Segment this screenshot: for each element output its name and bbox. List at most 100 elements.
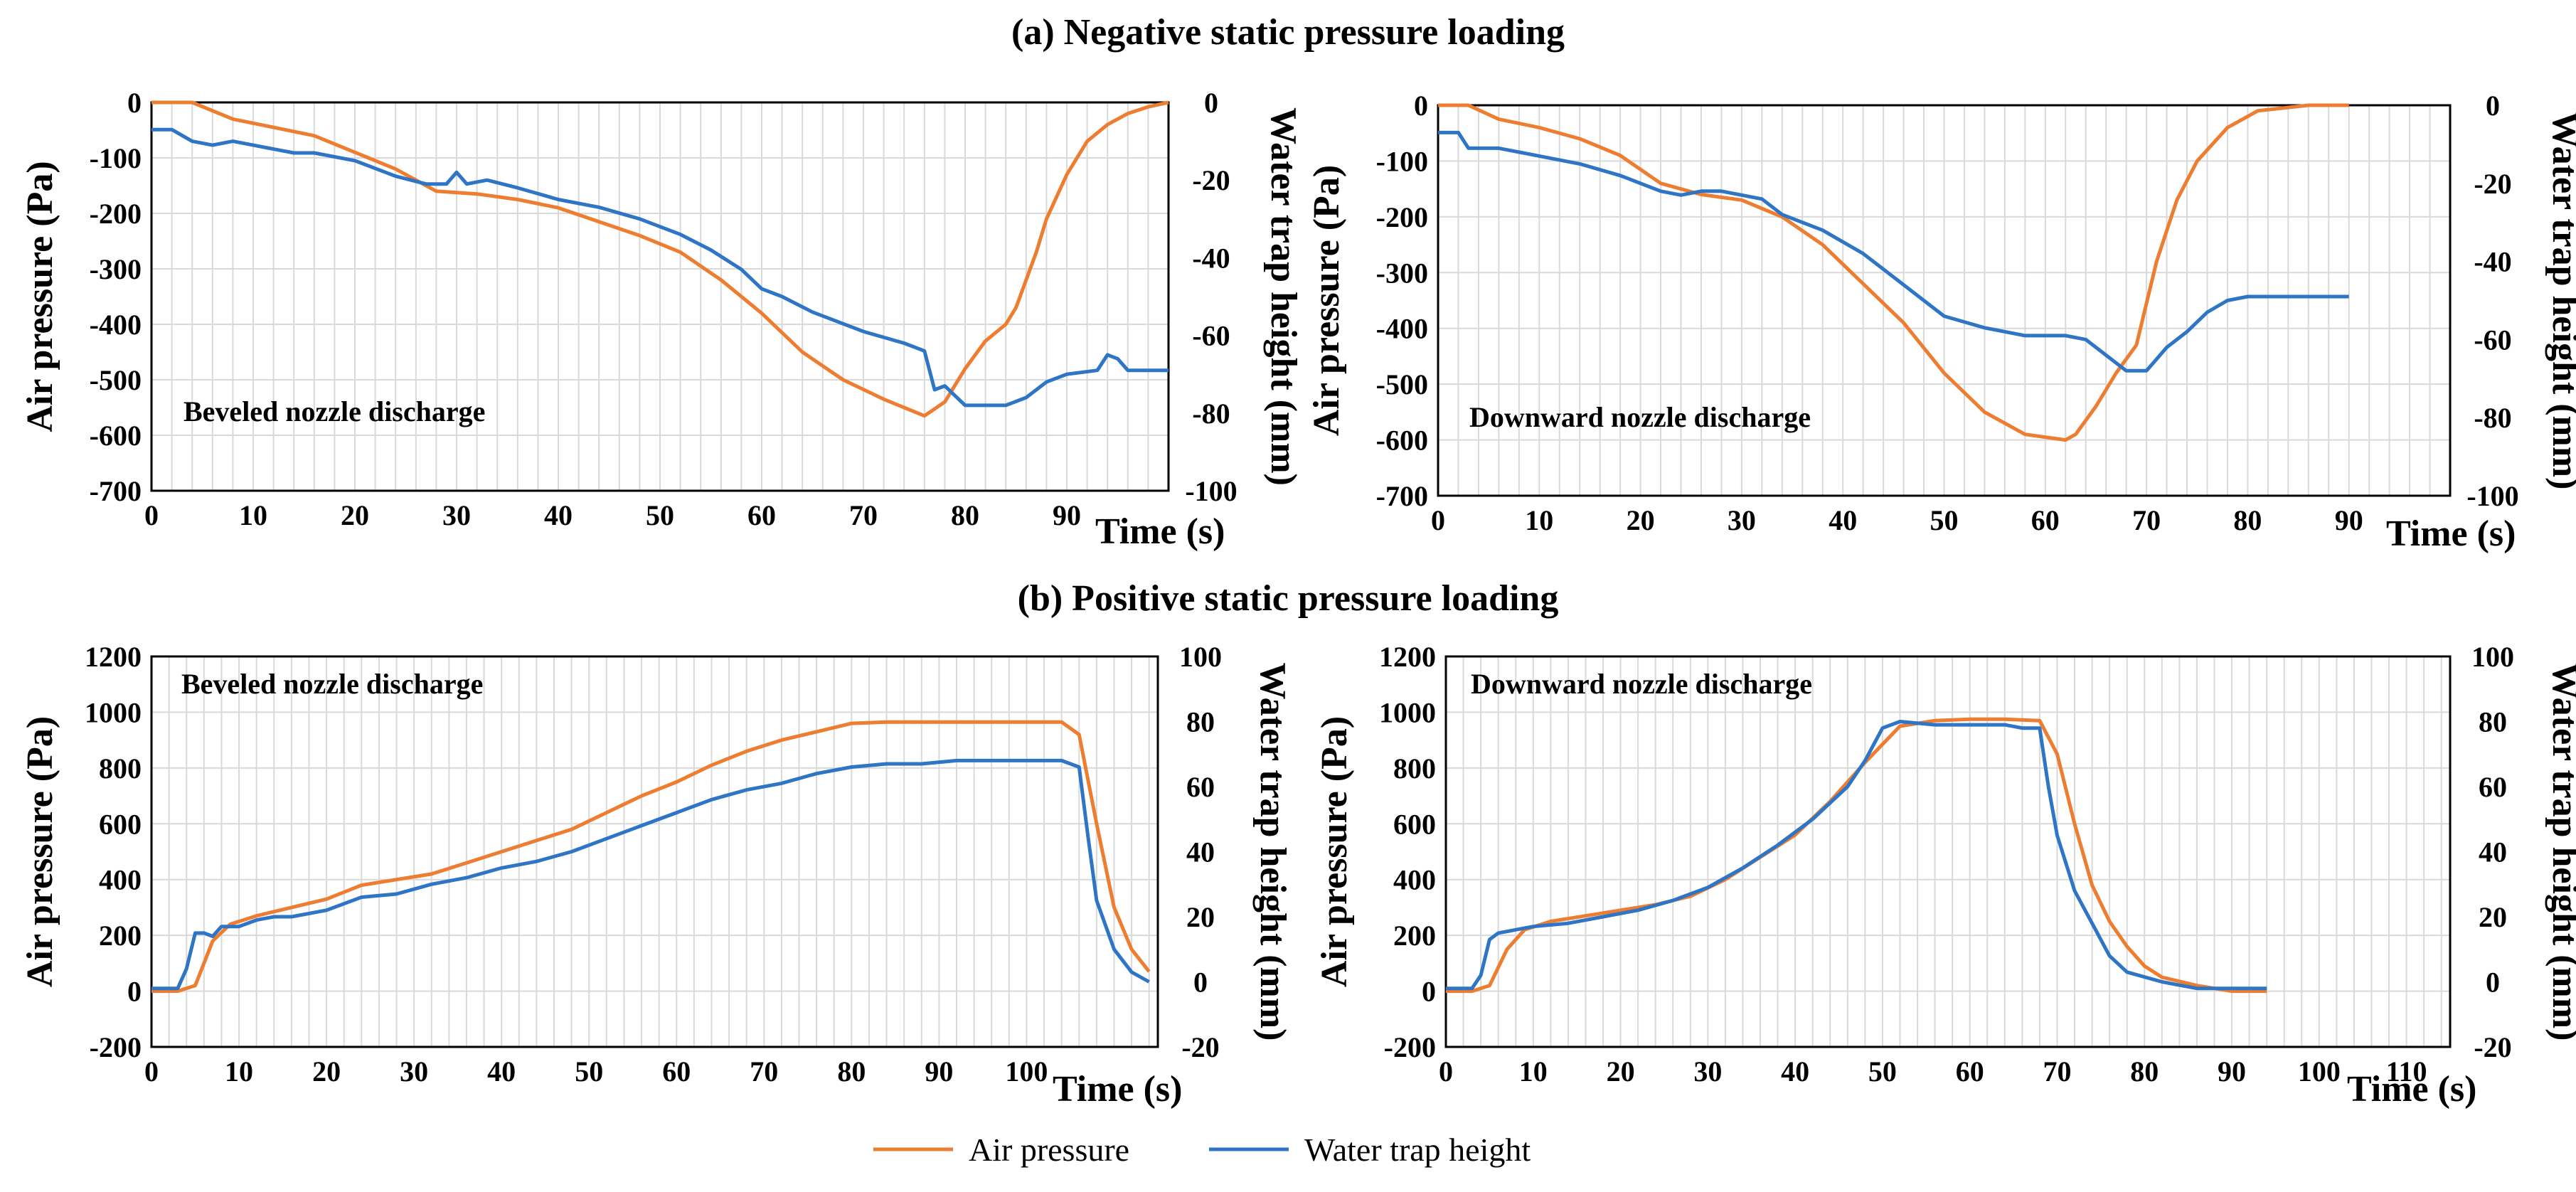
y-tick-label: -700 [90,475,142,507]
plot-frame [150,101,1170,492]
y2-tick-label: 0 [2486,967,2500,999]
series-air-pressure-line [151,720,1151,994]
y2-tick-label: -40 [1192,242,1230,274]
x-axis-label: Time (s) [2386,513,2516,554]
legend: Air pressure Water trap height [873,1132,1531,1168]
x-tick-label: 10 [1525,504,1553,536]
y2-axis-label: Water trap height (mm) [2545,663,2576,1041]
y-tick-label: 400 [99,864,142,896]
y-tick-label: -600 [1376,425,1428,457]
x-tick-label: 50 [646,499,674,531]
series-air-pressure-line [151,100,1169,418]
x-tick-label: 100 [2298,1055,2341,1087]
x-tick-label: 90 [2335,504,2363,536]
x-tick-label: 30 [400,1055,428,1087]
y-tick-label: 200 [99,920,142,952]
section-a-title: (a) Negative static pressure loading [1011,12,1565,53]
y2-axis-label: Water trap height (mm) [1252,663,1293,1041]
y2-tick-label: -100 [2466,480,2518,512]
x-tick-label: 90 [925,1055,953,1087]
y2-tick-label: 80 [1186,706,1215,738]
x-tick-label: 30 [1728,504,1756,536]
chart-annotation: Beveled nozzle discharge [183,395,485,427]
y2-tick-label: -20 [2474,168,2511,200]
y-tick-label: 1000 [85,696,142,728]
x-tick-label: 20 [341,499,369,531]
y-tick-label: -200 [90,198,142,230]
y-tick-label: 0 [127,87,142,119]
x-tick-label: 40 [544,499,573,531]
y2-tick-label: -80 [2474,402,2511,434]
y-tick-label: 0 [1414,90,1428,122]
series-water-trap-height-line [1446,720,2267,991]
chart-annotation: Downward nozzle discharge [1469,401,1811,433]
x-tick-label: 70 [2132,504,2161,536]
x-tick-label: 80 [2130,1055,2159,1087]
y2-tick-label: -20 [2474,1031,2511,1063]
x-tick-label: 40 [1781,1055,1809,1087]
x-tick-label: 20 [1627,504,1655,536]
y-axis-label: Air pressure (Pa) [20,716,60,987]
y2-tick-label: 60 [2479,771,2507,803]
x-tick-label: 0 [1431,504,1445,536]
y2-axis-label: Water trap height (mm) [2545,112,2576,490]
x-tick-label: 100 [1005,1055,1048,1087]
y2-tick-label: 0 [1193,967,1208,999]
y-tick-label: -400 [1376,313,1428,345]
y-tick-label: -300 [1376,257,1428,289]
x-tick-label: 50 [1868,1055,1897,1087]
x-tick-label: 60 [747,499,776,531]
y2-tick-label: 20 [2479,901,2507,933]
x-tick-label: 90 [2218,1055,2246,1087]
chart-a-downward: 0 10 20 30 40 50 60 70 80 900-100-200-300-400-500… [1306,90,2576,554]
y-tick-label: 1200 [85,641,142,673]
x-tick-label: 60 [2031,504,2060,536]
x-tick-label: 80 [951,499,979,531]
y2-tick-label: 40 [1186,836,1215,868]
chart-b-downward: 0 10 20 30 40 50 60 70 80 90 100 110120010008006004… [1314,641,2576,1109]
y-tick-label: -700 [1376,480,1428,512]
plot-frame [1444,655,2452,1048]
y2-tick-label: -100 [1185,475,1237,507]
x-tick-label: 50 [575,1055,603,1087]
series-water-trap-height-line [1438,130,2349,373]
y-tick-label: -100 [1376,145,1428,177]
series-air-pressure-line [1438,103,2349,442]
y-tick-label: 0 [127,976,142,1008]
y2-tick-label: 20 [1186,901,1215,933]
plot-frame [1437,104,2452,497]
plot-frame [150,655,1159,1048]
y2-tick-label: -60 [1192,320,1230,352]
chart-annotation: Beveled nozzle discharge [181,668,483,700]
x-tick-label: 80 [837,1055,866,1087]
x-tick-label: 70 [750,1055,778,1087]
x-tick-label: 20 [1607,1055,1635,1087]
chart-b-beveled: 0 10 20 30 40 50 60 70 80 90 100120010008006004002… [20,641,1293,1109]
x-tick-label: 30 [1693,1055,1722,1087]
x-tick-label: 60 [662,1055,691,1087]
y2-tick-label: -20 [1192,164,1230,196]
x-tick-label: 10 [239,499,267,531]
y-axis-label: Air pressure (Pa) [20,161,60,432]
y2-tick-label: 40 [2479,836,2507,868]
x-tick-label: 10 [1519,1055,1548,1087]
y-tick-label: -600 [90,420,142,452]
x-tick-label: 0 [144,1055,159,1087]
y2-tick-label: 80 [2479,706,2507,738]
y-tick-label: -200 [90,1031,142,1063]
y-axis-label: Air pressure (Pa) [1314,716,1355,987]
x-tick-label: 110 [2386,1055,2427,1087]
x-tick-label: 70 [2043,1055,2071,1087]
series-air-pressure-line [1446,717,2267,994]
y-tick-label: -500 [1376,368,1428,400]
x-tick-label: 40 [1829,504,1857,536]
y-tick-label: -200 [1376,201,1428,233]
series-water-trap-height-line [151,758,1150,991]
x-tick-label: 0 [1439,1055,1453,1087]
y-tick-label: -300 [90,253,142,285]
x-tick-label: 70 [849,499,878,531]
y-tick-label: 0 [1422,976,1436,1008]
x-axis-label: Time (s) [1095,511,1225,552]
y-tick-label: 600 [1393,808,1436,840]
